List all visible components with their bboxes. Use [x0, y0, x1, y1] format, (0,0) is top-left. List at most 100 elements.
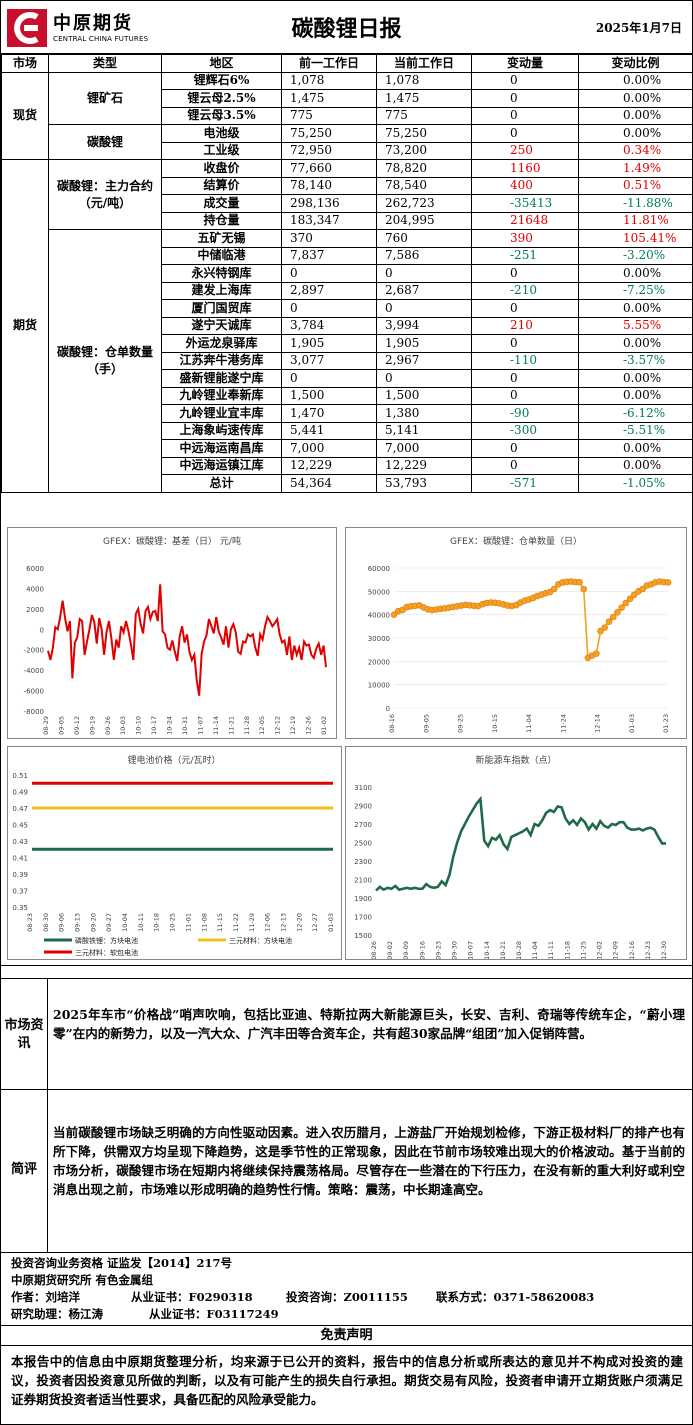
table-row: 遂宁天诚库 3,784 3,994 210 5.55% [2, 316, 693, 335]
x-tick-label: 08-26 [370, 941, 378, 959]
prev-value-cell: 7,837 [281, 246, 377, 265]
data-point [639, 585, 647, 593]
news-text: 2025年车市“价格战”哨声吹响，包括比亚迪、特斯拉两大新能源巨头，长安、吉利、… [53, 1007, 685, 1041]
x-tick-label: 09-05 [422, 714, 430, 733]
data-point [550, 585, 558, 593]
y-tick-label: 60000 [368, 565, 390, 573]
prev-value-cell: 1,905 [281, 334, 377, 353]
x-tick-label: 09-16 [418, 941, 426, 959]
author-line: 作者：刘培洋 从业证书：F0290318 投资咨询：Z0011155 联系方式：037… [11, 1289, 594, 1305]
change-pct-cell: -5.51% [578, 421, 693, 440]
region-cell: 锂辉石6% [161, 71, 282, 90]
report-header: 中原期货 CENTRAL CHINA FUTURES 碳酸锂日报 2025年1月… [1, 1, 692, 54]
x-tick-label: 12-09 [612, 941, 620, 959]
region-cell: 江苏奔牛港务库 [161, 351, 282, 370]
change-cell: -251 [471, 246, 579, 265]
change-cell: -571 [471, 474, 579, 493]
region-cell: 工业级 [161, 141, 282, 160]
table-header-row: 市场 类型 地区 前一工作日 当前工作日 变动量 变动比例 [1, 54, 693, 73]
y-tick-label: 0.47 [12, 805, 28, 813]
x-tick-label: 10-28 [515, 941, 523, 959]
legend-label: 三元材料：软包电池 [75, 948, 138, 957]
change-pct-cell: 0.34% [578, 141, 693, 160]
change-pct-cell: 0.00% [578, 264, 693, 283]
y-tick-label: 1900 [354, 895, 372, 903]
region-cell: 五矿无锡 [161, 229, 282, 248]
change-cell: -90 [471, 404, 579, 423]
x-tick-label: 11-29 [248, 913, 256, 932]
y-tick-label: 40000 [368, 612, 390, 620]
current-value-cell: 1,380 [376, 404, 472, 423]
prev-value-cell: 775 [281, 106, 377, 125]
change-pct-cell: 0.00% [578, 124, 693, 143]
x-tick-label: 12-20 [295, 913, 303, 932]
x-tick-label: 09-30 [451, 941, 459, 959]
current-value-cell: 775 [376, 106, 472, 125]
x-tick-label: 11-18 [563, 941, 571, 959]
x-tick-label: 12-26 [305, 716, 313, 735]
current-value-cell: 0 [376, 264, 472, 283]
region-cell: 锂云母2.5% [161, 89, 282, 108]
author-phone: 联系方式：0371-58620083 [436, 1290, 595, 1304]
x-tick-label: 11-14 [212, 716, 220, 735]
prev-value-cell: 2,897 [281, 281, 377, 300]
change-cell: 0 [471, 456, 579, 475]
table-row: 持仓量 183,347 204,995 21648 11.81% [2, 211, 693, 230]
table-row: 厦门国贸库 0 0 0 0.00% [2, 299, 693, 318]
change-cell: 0 [471, 89, 579, 108]
current-value-cell: 1,475 [376, 89, 472, 108]
report-date: 2025年1月7日 [595, 21, 682, 35]
region-cell: 持仓量 [161, 211, 282, 230]
current-value-cell: 204,995 [376, 211, 472, 230]
chart-title: GFEX：碳酸锂：仓单数量（日） [450, 535, 582, 547]
prev-value-cell: 183,347 [281, 211, 377, 230]
current-value-cell: 0 [376, 369, 472, 388]
x-tick-label: 11-07 [196, 716, 204, 735]
news-section: 市场资讯 2025年车市“价格战”哨声吹响，包括比亚迪、特斯拉两大新能源巨头，长… [1, 978, 692, 1090]
x-tick-label: 11-22 [232, 913, 240, 932]
x-tick-label: 08-29 [42, 716, 50, 735]
change-cell: 390 [471, 229, 579, 248]
y-tick-label: 0.51 [12, 772, 28, 780]
current-value-cell: 7,000 [376, 439, 472, 458]
current-value-cell: 7,586 [376, 246, 472, 265]
prev-value-cell: 0 [281, 299, 377, 318]
y-tick-label: 30000 [368, 635, 390, 643]
region-cell: 盛新锂能遂宁库 [161, 369, 282, 388]
type-cell: 碳酸锂：仓单数量（手） [48, 229, 162, 493]
table-row: 建发上海库 2,897 2,687 -210 -7.25% [2, 281, 693, 300]
x-tick-label: 10-04 [121, 913, 129, 932]
change-cell: -110 [471, 351, 579, 370]
current-value-cell: 73,200 [376, 141, 472, 160]
x-tick-label: 11-24 [559, 714, 567, 733]
change-cell: 0 [471, 369, 579, 388]
chart-title: 锂电池价格（元/瓦时） [127, 754, 220, 766]
current-value-cell: 3,994 [376, 316, 472, 335]
y-tick-label: 50000 [368, 588, 390, 596]
prev-value-cell: 1,470 [281, 404, 377, 423]
current-value-cell: 2,687 [376, 281, 472, 300]
change-pct-cell: 0.00% [578, 299, 693, 318]
change-cell: 210 [471, 316, 579, 335]
x-tick-label: 01-23 [662, 714, 670, 733]
x-tick-label: 10-15 [491, 714, 499, 733]
x-tick-label: 09-12 [73, 716, 81, 735]
prev-value-cell: 1,475 [281, 89, 377, 108]
basis-chart: GFEX：碳酸锂：基差（日） 元/吨 6000 4000 2000 0 -2000 -400… [24, 535, 328, 735]
assistant-line: 研究助理：杨江涛 从业证书：F03117249 [11, 1306, 279, 1322]
y-tick-label: 0 [386, 705, 390, 713]
y-tick-label: 2900 [354, 803, 372, 811]
y-tick-label: 3100 [354, 784, 372, 792]
change-cell: -210 [471, 281, 579, 300]
data-point [605, 618, 613, 625]
x-tick-label: 11-21 [227, 716, 235, 735]
chart-title: 新能源车指数（点） [475, 754, 556, 766]
logo-english-name: CENTRAL CHINA FUTURES [53, 35, 149, 43]
region-cell: 成交量 [161, 194, 282, 213]
prev-value-cell: 72,950 [281, 141, 377, 160]
prev-value-cell: 3,077 [281, 351, 377, 370]
warrant-chart-panel: GFEX：碳酸锂：仓单数量（日） 60000 50000 40000 30000 2000… [345, 527, 687, 739]
data-point [664, 579, 672, 586]
data-point [580, 585, 587, 593]
x-tick-label: 12-14 [594, 714, 602, 733]
